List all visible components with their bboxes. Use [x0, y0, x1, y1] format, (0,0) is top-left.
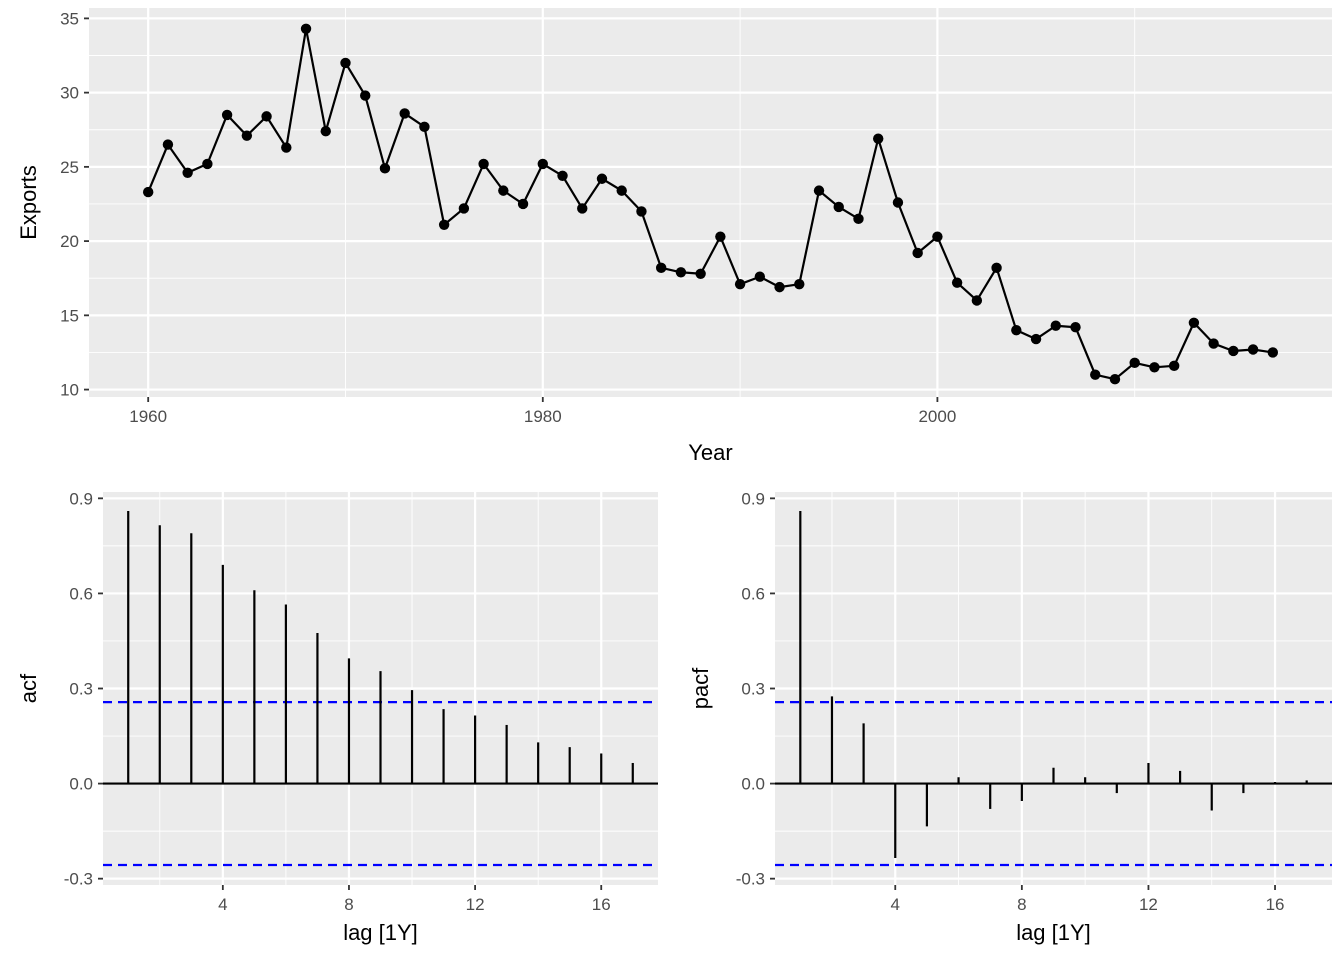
data-point — [478, 158, 489, 170]
x-tick-label: 2000 — [918, 407, 956, 426]
y-tick-label: 0.6 — [741, 584, 765, 603]
pacf-plot: 4 8 12 16 -0.3 0.0 0.3 0.6 0.9 lag [1Y] pacf — [688, 489, 1332, 945]
data-point — [1267, 347, 1279, 358]
y-tick-label: 20 — [60, 232, 79, 251]
y-tick-label: -0.3 — [736, 870, 765, 889]
y-axis-title: Exports — [16, 165, 41, 240]
y-tick-label: 0.0 — [69, 775, 93, 794]
data-point — [360, 90, 371, 101]
data-point — [1247, 344, 1259, 355]
data-point — [182, 167, 193, 179]
y-axis-title: pacf — [688, 667, 713, 709]
data-point — [1030, 333, 1042, 345]
y-tick-label: 15 — [60, 306, 79, 325]
y-axis-title: acf — [16, 673, 41, 703]
x-axis-title: lag [1Y] — [343, 920, 418, 945]
x-tick-label: 4 — [218, 895, 227, 914]
data-point — [577, 203, 588, 214]
data-point — [833, 201, 844, 213]
data-point — [951, 277, 963, 288]
data-point — [813, 185, 825, 196]
data-point — [596, 173, 608, 184]
data-point — [774, 281, 785, 293]
data-point — [517, 198, 529, 210]
data-point — [695, 268, 706, 279]
y-tick-label: 10 — [60, 381, 79, 400]
x-axis-title: lag [1Y] — [1016, 920, 1091, 945]
data-point — [498, 185, 509, 196]
data-point — [320, 126, 331, 137]
data-point — [1228, 345, 1239, 357]
data-point — [458, 203, 470, 214]
y-tick-label: 35 — [60, 9, 79, 28]
data-point — [438, 219, 450, 230]
x-tick-label: 8 — [1017, 895, 1026, 914]
data-point — [794, 278, 805, 290]
data-point — [912, 247, 923, 259]
data-point — [340, 57, 351, 69]
data-point — [241, 130, 253, 141]
acf-plot: 4 8 12 16 -0.3 0.0 0.3 0.6 0.9 lag [1Y] acf — [16, 489, 658, 945]
y-tick-label: 0.9 — [69, 489, 93, 508]
data-point — [379, 163, 391, 174]
data-point — [1109, 373, 1121, 385]
panel-background — [89, 8, 1332, 397]
data-point — [1188, 317, 1200, 328]
y-tick-label: 0.0 — [741, 775, 765, 794]
data-point — [715, 231, 726, 242]
data-point — [281, 142, 292, 153]
y-tick-label: 0.9 — [741, 489, 765, 508]
data-point — [162, 139, 174, 150]
data-point — [1090, 369, 1101, 380]
data-point — [616, 185, 627, 196]
data-point — [142, 186, 154, 198]
y-tick-label: 0.6 — [69, 584, 93, 603]
x-tick-label: 4 — [891, 895, 900, 914]
data-point — [853, 213, 864, 225]
data-point — [1070, 322, 1081, 333]
data-point — [537, 158, 548, 170]
data-point — [655, 262, 667, 274]
data-point — [261, 111, 272, 122]
x-tick-label: 16 — [592, 895, 611, 914]
x-tick-label: 12 — [1139, 895, 1158, 914]
y-tick-label: 0.3 — [741, 680, 765, 699]
y-tick-label: 0.3 — [69, 680, 93, 699]
x-axis-title: Year — [688, 440, 732, 465]
y-tick-label: -0.3 — [64, 870, 93, 889]
data-point — [892, 197, 904, 208]
data-point — [734, 278, 746, 290]
data-point — [1129, 357, 1140, 369]
data-point — [557, 170, 568, 181]
series-line — [147, 27, 1273, 381]
x-tick-label: 1960 — [129, 407, 167, 426]
x-tick-label: 16 — [1266, 895, 1285, 914]
y-tick-label: 30 — [60, 84, 79, 103]
data-point — [991, 262, 1002, 274]
data-point — [202, 158, 213, 170]
x-tick-label: 12 — [466, 895, 485, 914]
x-tick-label: 1980 — [524, 407, 562, 426]
data-point — [221, 109, 233, 121]
data-point — [1168, 360, 1180, 372]
time-series-plot: 1960 1980 2000 10 15 20 25 30 35 Year Exports — [16, 8, 1332, 465]
data-point — [932, 231, 943, 242]
data-point — [1208, 338, 1219, 349]
data-point — [1011, 324, 1022, 336]
data-point — [1149, 362, 1160, 373]
data-point — [873, 133, 884, 144]
data-point — [399, 108, 410, 119]
data-point — [971, 295, 983, 306]
data-point — [300, 23, 312, 34]
data-point — [1050, 320, 1061, 331]
y-tick-label: 25 — [60, 158, 79, 177]
data-point — [754, 271, 766, 282]
x-tick-label: 8 — [344, 895, 353, 914]
data-point — [636, 206, 647, 217]
data-point — [675, 267, 687, 278]
data-point — [419, 121, 430, 132]
